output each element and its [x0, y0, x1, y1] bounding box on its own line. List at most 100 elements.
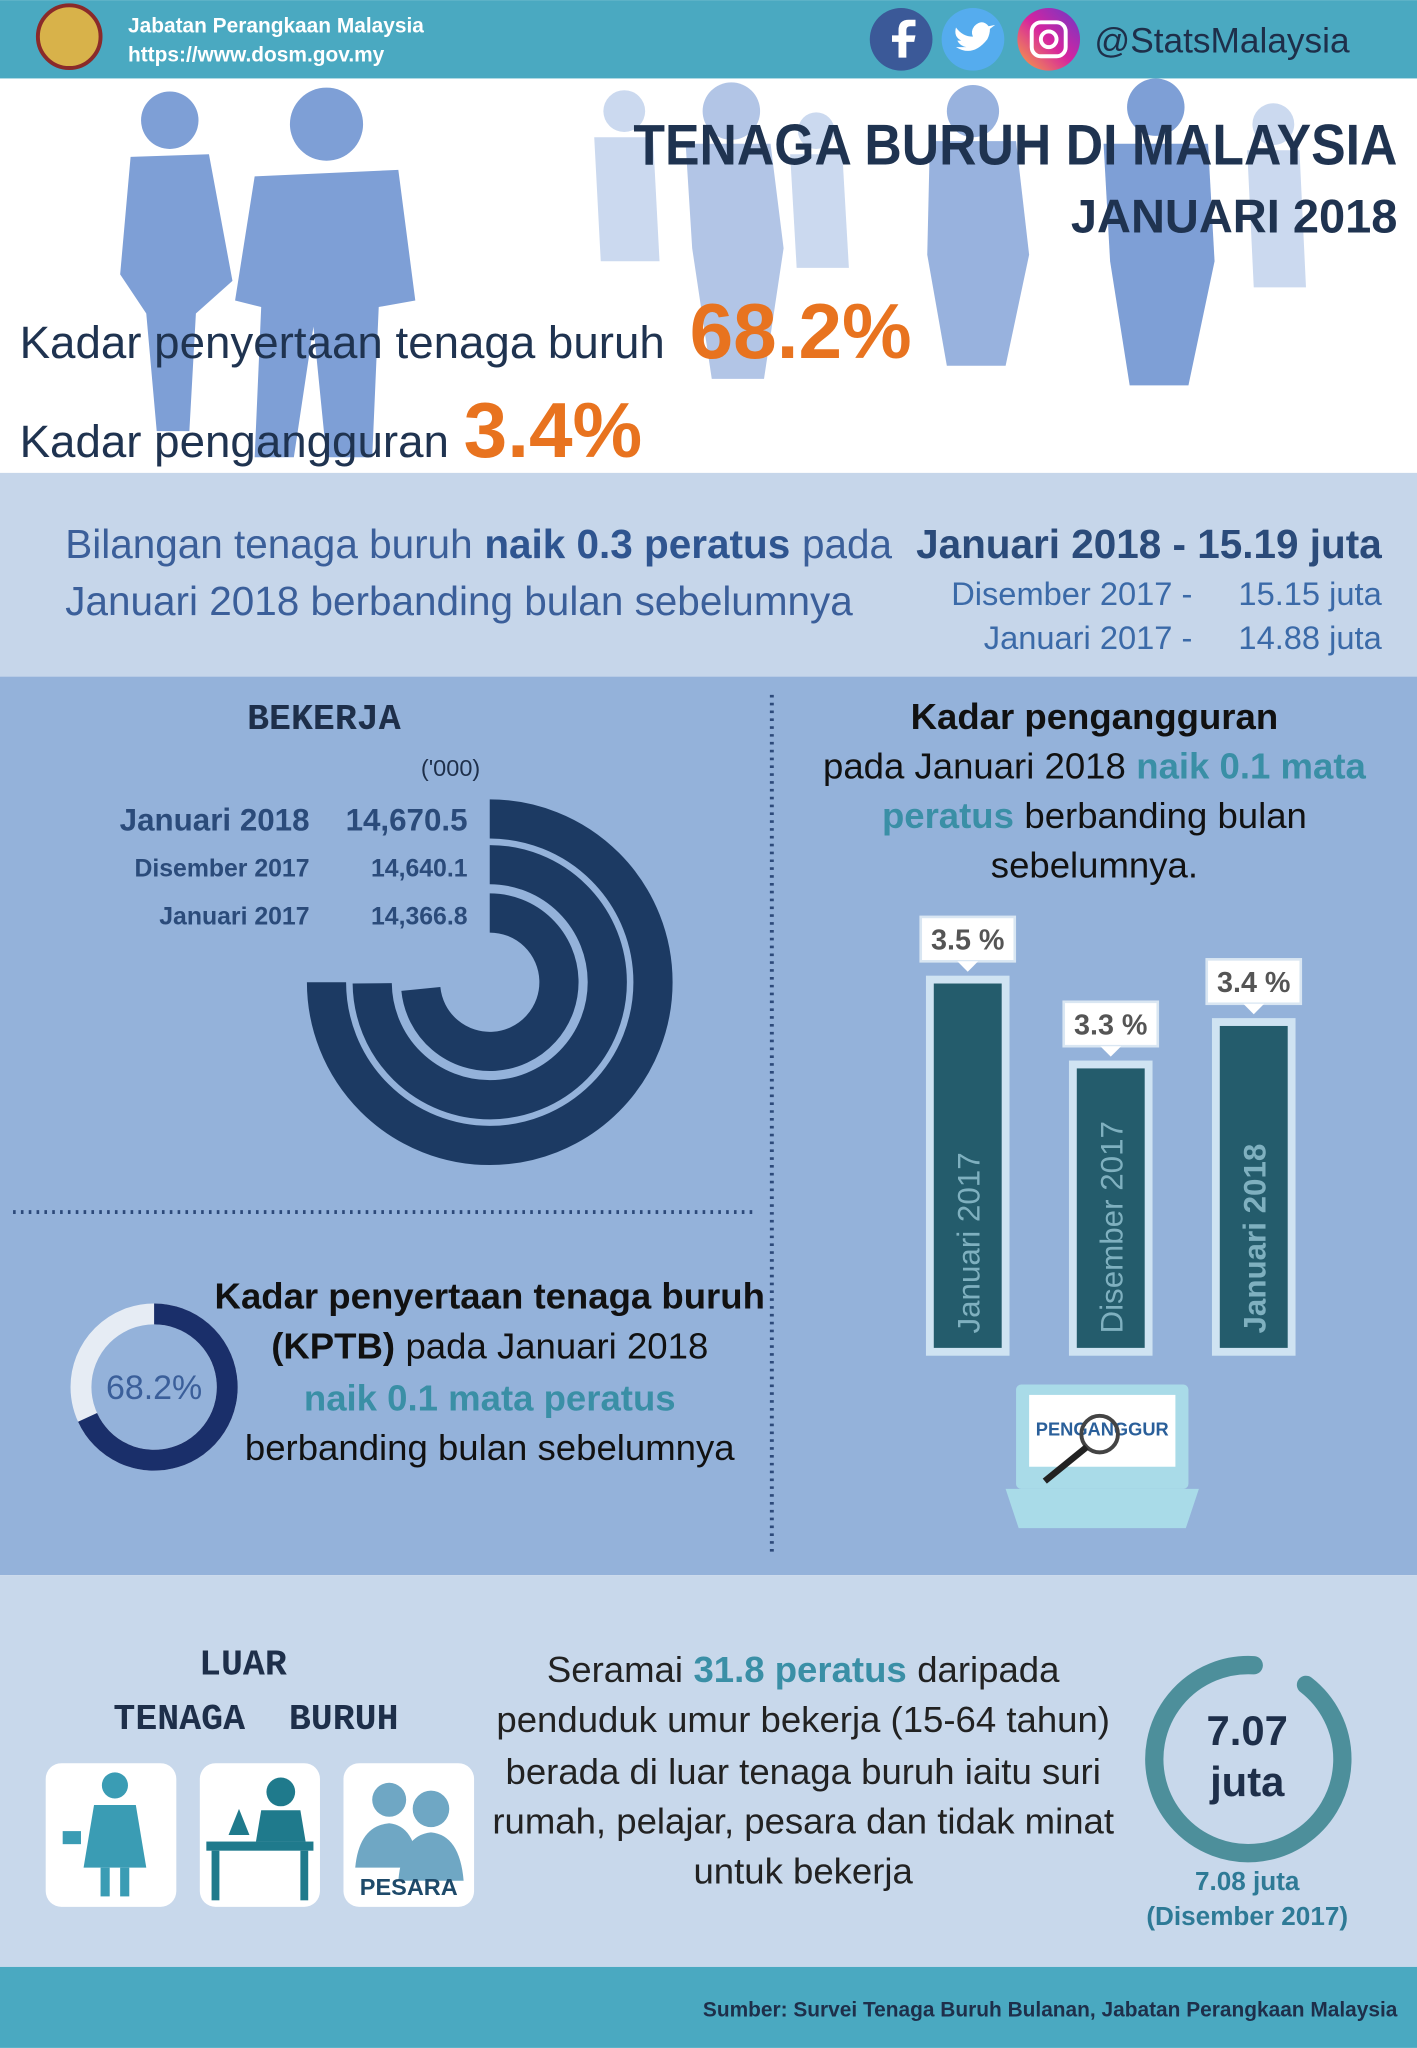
- highlight-value: 3.4%: [464, 386, 643, 474]
- labour-text: Januari 2018 berbanding bulan sebelumnya: [65, 578, 853, 624]
- silhouette: [797, 112, 835, 149]
- icon-label: PESARA: [360, 1874, 458, 1900]
- bar: [1211, 1018, 1296, 1356]
- labour-value: 14.88 juta: [1238, 619, 1382, 656]
- section-title: Kadar pengangguran: [911, 696, 1279, 737]
- kptb-text: berbanding bulan sebelumnya: [245, 1427, 735, 1468]
- value-label: 3.5 %: [931, 925, 1004, 957]
- silhouette: [685, 143, 784, 379]
- value-badge: [1205, 958, 1303, 1006]
- kptb-text: Kadar penyertaan tenaga buruh: [215, 1276, 765, 1317]
- silhouette: [1252, 103, 1295, 146]
- facebook-glyph: [891, 19, 916, 58]
- radial-chart: Januari 2018 14,670.5 Disember 2017 14,640.…: [120, 799, 673, 1166]
- icon-housewife: [62, 1772, 147, 1897]
- text-part: pada: [802, 521, 893, 567]
- row-label: Januari 2017: [159, 904, 309, 931]
- silhouette: [927, 141, 1030, 366]
- section-title: LUAR: [199, 1644, 287, 1685]
- text-emphasis: (KPTB): [271, 1325, 395, 1366]
- bar: [925, 975, 1010, 1356]
- highlight-label: Kadar pengangguran: [20, 416, 449, 467]
- silhouette: [1247, 150, 1306, 288]
- text-emphasis: naik 0.3 peratus: [484, 521, 790, 567]
- labour-period: Januari 2017 -: [984, 619, 1193, 656]
- silhouette: [702, 82, 761, 140]
- text-part: pada Januari 2018: [405, 1325, 708, 1366]
- row-value: 14,670.5: [346, 803, 468, 838]
- value-badge-pointer: [1100, 1046, 1122, 1057]
- outside-text: rumah, pelajar, pesara dan tidak minat: [492, 1801, 1114, 1842]
- text-part: pada Januari 2018: [823, 745, 1126, 786]
- donut-label: 68.2%: [106, 1369, 202, 1407]
- silhouette: [946, 84, 1000, 138]
- outside-text: berada di luar tenaga buruh iaitu suri: [506, 1751, 1101, 1792]
- silhouette: [235, 169, 416, 458]
- icon-retiree: [355, 1782, 464, 1881]
- silhouette: [603, 90, 646, 133]
- unemployment-text: pada Januari 2018 naik 0.1 mata: [823, 745, 1366, 786]
- value-badge-pointer: [957, 961, 979, 972]
- agency-url[interactable]: https://www.dosm.gov.my: [128, 43, 385, 66]
- outside-text: Seramai 31.8 peratus daripada: [547, 1649, 1060, 1690]
- row-label: Disember 2017: [134, 855, 309, 882]
- radial-bar: [306, 799, 673, 1166]
- silhouette: [1127, 78, 1185, 136]
- header-bar: [0, 0, 1417, 79]
- text-emphasis: 31.8 peratus: [693, 1649, 906, 1690]
- highlight-label: Kadar penyertaan tenaga buruh: [20, 317, 665, 368]
- instagram-icon[interactable]: [1017, 7, 1081, 71]
- section-title: BEKERJA: [247, 699, 401, 740]
- highlight-value: 68.2%: [690, 287, 912, 375]
- row-value: 14,640.1: [371, 855, 468, 882]
- total-unit: juta: [1209, 1758, 1285, 1805]
- kptb-text: (KPTB) pada Januari 2018: [271, 1325, 708, 1366]
- bar-category: Disember 2017: [1094, 1121, 1129, 1333]
- previous-period: (Disember 2017): [1146, 1901, 1348, 1931]
- text-part: berbanding bulan: [1024, 795, 1306, 836]
- value-badge-pointer: [1243, 1003, 1265, 1015]
- magnifier-handle: [1042, 1444, 1089, 1484]
- outside-text: untuk bekerja: [693, 1850, 913, 1891]
- instagram-glyph: [1038, 29, 1059, 50]
- silhouette: [790, 154, 849, 268]
- row-value: 14,366.8: [371, 904, 468, 931]
- unit-label: ('000): [421, 755, 480, 781]
- value-label: 3.4 %: [1217, 967, 1290, 999]
- instagram-glyph: [1029, 20, 1068, 59]
- twitter-glyph: [955, 22, 996, 51]
- text-part: daripada: [917, 1649, 1060, 1690]
- labour-current: Januari 2018 - 15.19 juta: [916, 521, 1382, 567]
- icon-student: [206, 1777, 314, 1901]
- unemployment-text: sebelumnya.: [991, 845, 1198, 886]
- social-handle[interactable]: @StatsMalaysia: [1094, 21, 1350, 60]
- badge-label: PENGANGGUR: [1036, 1418, 1169, 1439]
- subtitle: JANUARI 2018: [1071, 190, 1398, 243]
- bar-chart: Januari 2017 3.5 % Disember 2017 3.3 % Janua…: [919, 915, 1303, 1356]
- silhouette: [594, 137, 660, 262]
- source-note: Sumber: Survei Tenaga Buruh Bulanan, Jab…: [703, 1999, 1398, 2022]
- labour-period: Disember 2017 -: [951, 575, 1192, 612]
- bar: [1068, 1060, 1153, 1356]
- radial-bar: [352, 845, 627, 1120]
- donut-arc: [78, 1303, 238, 1471]
- silhouette: [289, 87, 364, 161]
- agency-logo: [35, 3, 103, 70]
- silhouette: [1103, 143, 1215, 386]
- bar-category: Januari 2018: [1238, 1144, 1273, 1334]
- labour-value: 15.15 juta: [1238, 575, 1382, 612]
- bar-category: Januari 2017: [951, 1152, 986, 1333]
- silhouette: [141, 91, 199, 149]
- laptop-base: [1005, 1488, 1199, 1529]
- silhouette: [120, 154, 233, 432]
- kptb-text: naik 0.1 mata peratus: [304, 1378, 676, 1419]
- silhouettes: [120, 78, 1306, 458]
- title: TENAGA BURUH DI MALAYSIA: [633, 114, 1397, 178]
- text-part: Bilangan tenaga buruh: [65, 521, 472, 567]
- total-ring: [1145, 1655, 1352, 1863]
- footer-bar: [0, 1966, 1417, 2048]
- magnifier: [1079, 1413, 1120, 1455]
